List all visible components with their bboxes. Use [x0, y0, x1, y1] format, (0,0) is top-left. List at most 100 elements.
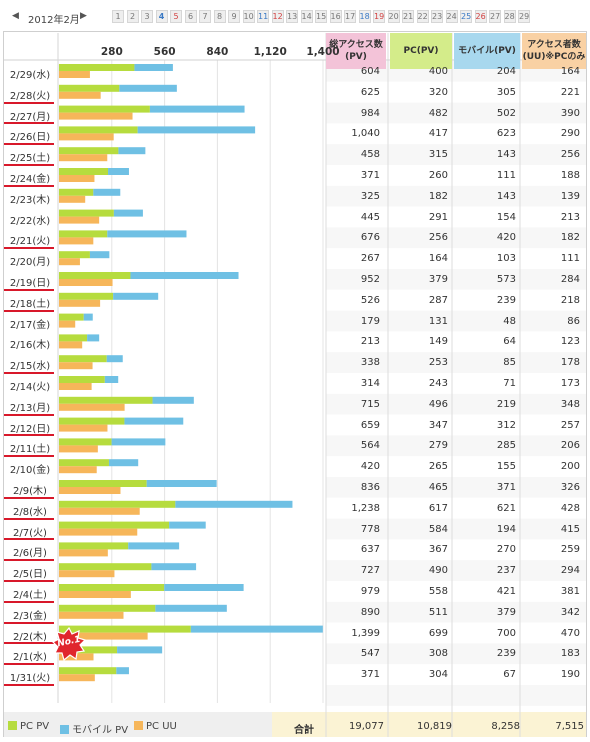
cell-total-pv: 526: [360, 294, 380, 306]
bar-pc-pv: [59, 334, 88, 342]
cell-mobile-pv: 194: [496, 523, 516, 535]
day-18[interactable]: 18: [358, 10, 371, 23]
bar-pc-pv: [59, 604, 156, 612]
row-label: 2/23(木): [9, 194, 51, 206]
row-label: 1/31(火): [9, 673, 51, 685]
day-21[interactable]: 21: [402, 10, 414, 23]
day-23[interactable]: 23: [431, 10, 443, 23]
legend-mobile-pv-swatch: [60, 725, 69, 734]
day-8[interactable]: 8: [213, 10, 226, 23]
row-label: 2/24(金): [9, 174, 51, 185]
row-highlight-underline: [4, 413, 54, 416]
day-6[interactable]: 6: [184, 10, 197, 23]
table-row-bg: [326, 497, 586, 519]
day-29[interactable]: 29: [518, 10, 530, 23]
row-label: 2/11(土): [9, 444, 51, 456]
bar-pc-uu: [59, 258, 80, 266]
cell-uu: 284: [560, 274, 580, 285]
day-7[interactable]: 7: [199, 10, 211, 23]
day-11[interactable]: 11: [257, 10, 269, 23]
cell-mobile-pv: 421: [496, 586, 516, 597]
table-row-bg: [326, 81, 586, 103]
row-highlight-underline: [4, 288, 54, 291]
day-24[interactable]: 24: [445, 10, 458, 23]
cell-mobile-pv: 204: [496, 66, 516, 77]
day-4[interactable]: 4: [155, 10, 168, 23]
bar-mobile-pv: [119, 84, 177, 92]
cell-total-pv: 179: [360, 315, 380, 327]
cell-mobile-pv: 285: [496, 440, 516, 452]
bar-mobile-pv: [117, 646, 163, 654]
day-17[interactable]: 17: [344, 10, 356, 23]
cell-mobile-pv: 270: [496, 544, 516, 556]
day-13[interactable]: 13: [286, 10, 298, 23]
day-22[interactable]: 22: [416, 10, 429, 23]
cell-mobile-pv: 48: [503, 315, 516, 327]
bar-pc-pv: [59, 251, 90, 259]
bar-mobile-pv: [190, 625, 323, 633]
bar-pc-uu: [59, 175, 95, 182]
cell-total-pv: 676: [360, 232, 380, 244]
cell-pc-pv: 584: [428, 523, 448, 535]
day-28[interactable]: 28: [503, 10, 516, 23]
cell-pc-pv: 243: [428, 378, 448, 389]
day-19[interactable]: 19: [373, 10, 385, 23]
cell-pc-pv: 279: [428, 440, 448, 452]
day-12[interactable]: 12: [271, 10, 284, 23]
cell-pc-pv: 417: [428, 128, 448, 140]
table-row-bg: [326, 269, 586, 290]
row-label: 2/29(水): [9, 70, 51, 81]
totals-mobile-pv: 8,258: [491, 721, 520, 732]
bar-pc-pv: [59, 563, 152, 571]
cell-total-pv: 213: [360, 336, 380, 348]
day-5[interactable]: 5: [170, 10, 182, 23]
day-3[interactable]: 3: [141, 10, 153, 23]
day-27[interactable]: 27: [489, 10, 501, 23]
bar-pc-pv: [59, 521, 170, 529]
bar-pc-uu: [59, 549, 108, 557]
prev-month-arrow-icon[interactable]: ◀: [12, 11, 19, 21]
cell-uu: 326: [560, 482, 580, 493]
cell-total-pv: 836: [360, 482, 380, 493]
cell-pc-pv: 308: [428, 648, 448, 660]
day-10[interactable]: 10: [242, 10, 255, 23]
next-month-arrow-icon[interactable]: ▶: [80, 11, 87, 21]
bar-mobile-pv: [111, 438, 166, 446]
day-16[interactable]: 16: [329, 10, 342, 23]
day-2[interactable]: 2: [126, 10, 139, 23]
cell-total-pv: 715: [360, 398, 380, 410]
table-row-bg: [326, 414, 586, 436]
cell-uu: 183: [560, 648, 580, 660]
row-label: 2/27(月): [9, 111, 51, 123]
cell-uu: 188: [560, 170, 580, 181]
bar-pc-uu: [59, 424, 108, 432]
bar-pc-pv: [59, 646, 118, 654]
day-25[interactable]: 25: [460, 10, 472, 23]
cell-uu: 259: [560, 544, 580, 556]
bar-mobile-pv: [155, 604, 227, 612]
day-14[interactable]: 14: [300, 10, 313, 23]
chart-footer: PC PV モバイル PV PC UU 合計 19,077 10,819 8,2…: [4, 713, 586, 737]
cell-uu: 290: [560, 128, 580, 140]
cell-mobile-pv: 371: [496, 482, 516, 493]
table-row-bg: [326, 622, 586, 644]
bar-pc-pv: [59, 355, 107, 363]
bar-pc-pv: [59, 584, 165, 591]
cell-mobile-pv: 237: [496, 565, 516, 577]
x-tick-label: 1,120: [253, 46, 287, 58]
day-26[interactable]: 26: [474, 10, 487, 23]
bar-pc-pv: [59, 376, 105, 383]
day-20[interactable]: 20: [387, 10, 400, 23]
cell-total-pv: 659: [360, 419, 380, 431]
bar-pc-uu: [59, 570, 115, 578]
day-9[interactable]: 9: [228, 10, 240, 23]
bar-pc-uu: [59, 71, 90, 78]
day-1[interactable]: 1: [112, 10, 124, 23]
bar-mobile-pv: [124, 417, 184, 425]
cell-mobile-pv: 623: [496, 128, 516, 140]
bar-pc-uu: [59, 91, 101, 99]
cell-mobile-pv: 239: [496, 294, 516, 306]
day-15[interactable]: 15: [315, 10, 327, 23]
cell-mobile-pv: 420: [496, 232, 516, 244]
cell-total-pv: 890: [360, 606, 380, 618]
